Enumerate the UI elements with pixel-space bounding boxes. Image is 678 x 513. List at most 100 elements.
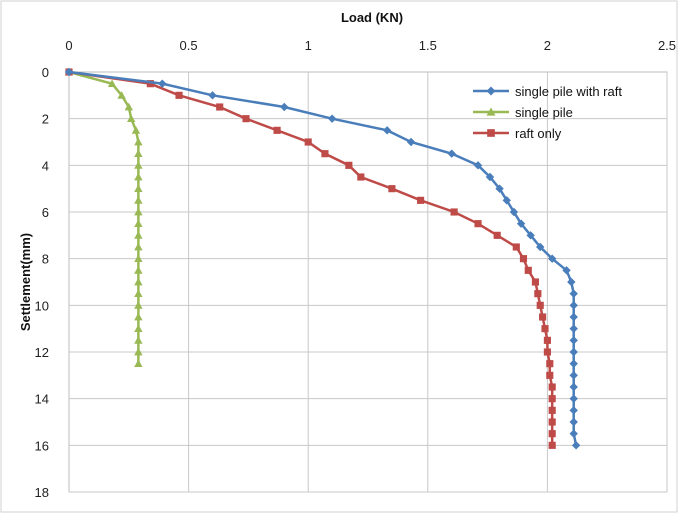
legend-label-single-pile-with-raft: single pile with raft [515,84,622,99]
point-single-pile [134,161,143,169]
point-raft-only [357,173,365,181]
x-tick-label: 1.5 [419,38,437,53]
point-raft-only [539,313,547,321]
point-raft-only [273,126,281,134]
point-single-pile-with-raft [569,289,578,298]
point-single-pile-with-raft [526,231,535,240]
y-tick-label: 14 [35,392,49,407]
y-tick-label: 0 [42,65,49,80]
point-raft-only [546,371,554,379]
point-single-pile [134,242,143,251]
point-single-pile [134,137,143,146]
point-single-pile [134,196,143,204]
point-raft-only [548,441,556,449]
point-raft-only [519,255,528,263]
point-raft-only [524,266,532,274]
point-single-pile [134,149,143,158]
point-single-pile-with-raft [569,417,578,427]
point-raft-only [548,406,556,414]
point-single-pile [124,102,133,111]
point-single-pile [134,266,143,274]
point-single-pile [134,347,143,356]
point-single-pile [134,312,143,321]
point-raft-only [534,290,542,298]
point-single-pile-with-raft [64,67,74,77]
point-raft-only [543,336,551,344]
x-tick-label: 0.5 [180,38,198,53]
point-raft-only [543,348,551,356]
point-single-pile [134,324,143,333]
point-single-pile-with-raft [327,114,337,123]
point-single-pile-with-raft [406,137,416,147]
point-single-pile-with-raft [382,126,392,135]
y-axis-title: Settlement(mm) [18,233,33,331]
point-single-pile-with-raft [495,184,504,193]
x-axis-title: Load (KN) [341,10,403,25]
point-single-pile [134,207,143,216]
point-raft-only [321,150,329,158]
point-raft-only [388,185,396,193]
point-single-pile [126,114,136,123]
point-single-pile-with-raft [208,91,217,100]
point-raft-only [548,430,556,438]
point-single-pile-with-raft [571,441,581,450]
point-single-pile-with-raft [569,324,578,333]
point-raft-only [512,243,520,251]
point-single-pile-with-raft [569,394,578,403]
y-tick-label: 2 [42,112,49,127]
legend-marker-single-pile-with-raft [486,86,496,96]
point-single-pile [134,301,143,309]
point-single-pile-with-raft [516,219,526,228]
point-single-pile-with-raft [536,242,545,252]
point-single-pile [107,79,117,88]
point-single-pile-with-raft [502,196,511,205]
point-raft-only [450,208,458,216]
point-raft-only [546,360,554,368]
point-raft-only [345,161,353,169]
point-single-pile [134,254,143,263]
point-single-pile-with-raft [509,207,519,217]
point-single-pile-with-raft [569,301,578,310]
point-single-pile [134,219,143,228]
y-tick-label: 4 [42,158,49,173]
legend-marker-single-pile [486,107,496,116]
x-tick-label: 2 [544,38,551,53]
y-tick-label: 6 [42,205,49,220]
point-single-pile-with-raft [547,254,557,263]
x-tick-label: 0 [65,38,72,53]
point-single-pile-with-raft [569,336,578,345]
point-single-pile-with-raft [569,312,578,322]
point-raft-only [548,395,556,403]
y-tick-label: 16 [35,438,49,453]
point-single-pile [134,172,143,181]
point-single-pile [134,359,143,368]
point-single-pile-with-raft [569,429,578,438]
point-raft-only [536,301,544,309]
point-single-pile-with-raft [569,382,578,392]
legend-marker-raft-only [487,129,495,137]
point-raft-only [216,103,224,111]
point-single-pile-with-raft [569,406,578,415]
point-single-pile-with-raft [447,149,456,158]
point-single-pile-with-raft [485,172,495,182]
point-raft-only [541,325,549,333]
point-single-pile-with-raft [569,371,578,380]
y-tick-label: 18 [35,485,49,500]
point-single-pile-with-raft [158,79,167,88]
point-raft-only [175,91,183,99]
point-single-pile-with-raft [567,277,576,287]
point-single-pile [134,289,143,298]
point-raft-only [474,220,482,228]
point-single-pile-with-raft [280,102,289,112]
point-single-pile-with-raft [569,359,578,368]
x-tick-label: 2.5 [658,38,676,53]
point-raft-only [548,383,556,391]
point-single-pile-with-raft [562,266,571,275]
point-single-pile [134,184,143,193]
x-tick-label: 1 [305,38,312,53]
point-raft-only [304,138,312,146]
point-single-pile [131,126,141,134]
y-tick-label: 8 [42,252,49,267]
